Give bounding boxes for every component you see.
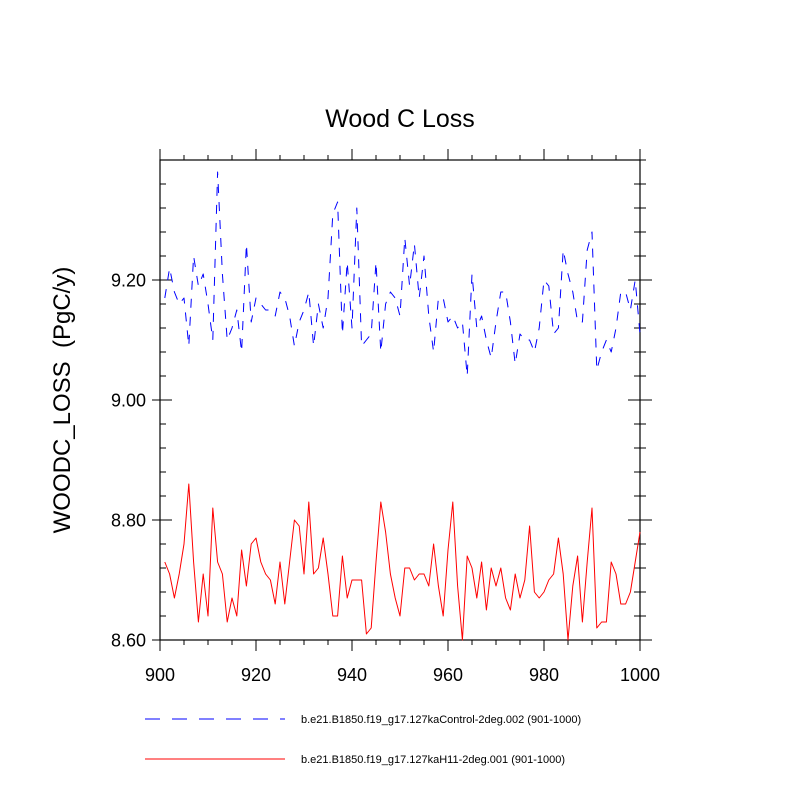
legend: b.e21.B1850.f19_g17.127kaControl-2deg.00…: [145, 714, 581, 766]
y-tick-label: 9.20: [111, 271, 146, 291]
x-tick-label: 940: [337, 665, 367, 685]
x-tick-label: 900: [145, 665, 175, 685]
plot-frame: [159, 159, 641, 641]
x-tick-label: 960: [433, 665, 463, 685]
y-axis-label: WOODC_LOSS (PgC/y): [49, 267, 76, 534]
y-tick-label: 8.80: [111, 511, 146, 531]
legend-label-2: b.e21.B1850.f19_g17.127kaH11-2deg.001 (9…: [301, 754, 565, 766]
legend-label-1: b.e21.B1850.f19_g17.127kaControl-2deg.00…: [301, 714, 581, 726]
y-tick-label: 9.00: [111, 391, 146, 411]
x-tick-label: 920: [241, 665, 271, 685]
axis-tick-labels: 900 920 940 960 980 1000 8.60 8.80 9.00 9.20: [111, 271, 660, 686]
series-line-1: [164, 171, 641, 377]
x-tick-label: 1000: [620, 665, 660, 685]
chart-title: Wood C Loss: [325, 105, 475, 133]
y-tick-label: 8.60: [111, 631, 146, 651]
axis-ticks: [152, 149, 652, 651]
series-line-2: [164, 483, 641, 641]
x-tick-label: 980: [529, 665, 559, 685]
series-lines: [164, 171, 641, 641]
